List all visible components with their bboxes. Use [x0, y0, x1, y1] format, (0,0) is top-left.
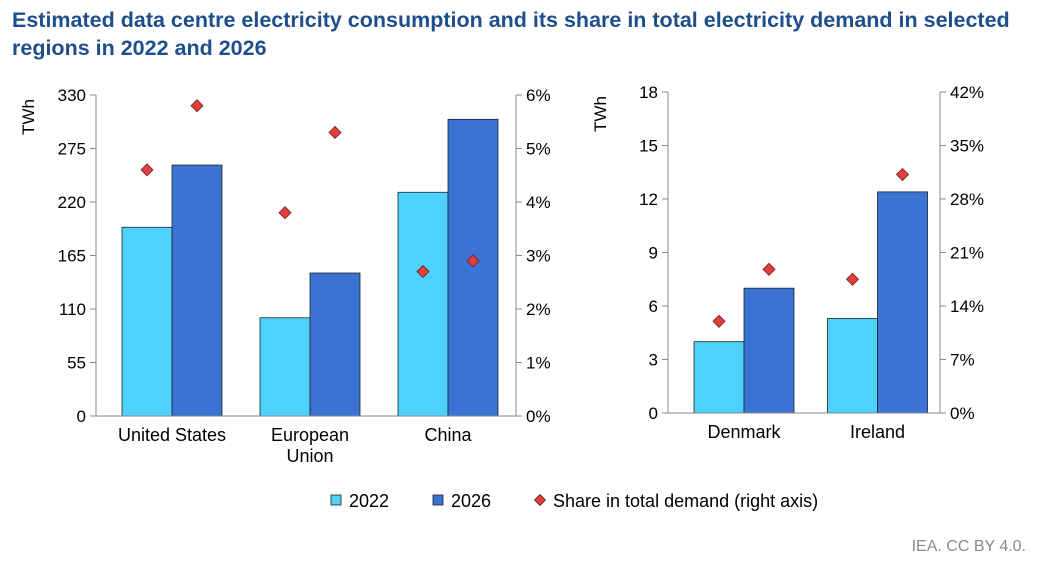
legend-swatch-share: [533, 493, 547, 507]
y-tick-label: 165: [58, 247, 86, 266]
y-axis-title: TWh: [591, 96, 610, 132]
y-tick-label: 0: [649, 404, 658, 423]
category-label: United States: [118, 425, 226, 445]
share-marker: [762, 262, 776, 276]
y-tick-label: 275: [58, 140, 86, 159]
category-label: European: [271, 425, 349, 445]
bar-2026: [877, 191, 928, 414]
y-tick-label: 3: [649, 351, 658, 370]
share-marker: [190, 99, 204, 113]
share-marker: [895, 167, 910, 182]
y-tick-label: 9: [649, 244, 658, 263]
y2-tick-label: 1%: [526, 354, 551, 373]
category-label: Denmark: [707, 422, 781, 442]
share-marker: [416, 264, 430, 279]
bar-2022: [693, 341, 745, 414]
y-tick-label: 6: [649, 297, 658, 316]
y2-tick-label: 2%: [526, 300, 551, 319]
share-marker: [278, 206, 292, 220]
legend-label: Share in total demand (right axis): [553, 491, 818, 511]
share-marker: [466, 254, 480, 268]
chart-title: Estimated data centre electricity consum…: [12, 8, 1010, 60]
bar-2022: [121, 226, 173, 417]
category-label: China: [424, 425, 472, 445]
y-tick-label: 18: [639, 83, 658, 102]
y-tick-label: 330: [58, 86, 86, 105]
bar-2026: [309, 272, 361, 417]
y-tick-label: 12: [639, 190, 658, 209]
share-marker: [140, 163, 154, 177]
y2-tick-label: 21%: [950, 244, 984, 263]
y-tick-label: 0: [77, 407, 86, 426]
y2-tick-label: 5%: [526, 140, 551, 159]
category-label: Ireland: [850, 422, 905, 442]
y-tick-label: 220: [58, 193, 86, 212]
y-tick-label: 15: [639, 137, 658, 156]
y2-tick-label: 7%: [950, 351, 975, 370]
source-note: IEA. CC BY 4.0.: [911, 538, 1026, 555]
y2-tick-label: 14%: [950, 297, 984, 316]
bar-2022: [259, 317, 311, 417]
y2-tick-label: 28%: [950, 190, 984, 209]
y2-tick-label: 35%: [950, 137, 984, 156]
bar-2022: [827, 318, 878, 414]
y-tick-label: 110: [59, 300, 86, 319]
y2-tick-label: 3%: [526, 247, 551, 266]
share-marker: [328, 125, 342, 140]
y2-tick-label: 6%: [526, 86, 551, 105]
y2-tick-label: 4%: [526, 193, 551, 212]
share-marker: [845, 272, 860, 286]
legend-swatch-2026: [432, 494, 444, 506]
bar-2026: [447, 118, 499, 417]
share-marker: [712, 314, 726, 328]
y-tick-label: 55: [67, 354, 86, 373]
y2-tick-label: 42%: [950, 83, 984, 102]
category-label: Union: [286, 446, 333, 466]
legend-swatch-2022: [330, 494, 342, 506]
bar-2026: [743, 287, 795, 414]
y-axis-title: TWh: [19, 99, 38, 135]
y2-tick-label: 0%: [950, 404, 975, 423]
legend-label: 2022: [349, 491, 389, 511]
legend-label: 2026: [451, 491, 491, 511]
bar-2026: [171, 164, 223, 417]
y2-tick-label: 0%: [526, 407, 551, 426]
bar-2022: [397, 191, 449, 417]
